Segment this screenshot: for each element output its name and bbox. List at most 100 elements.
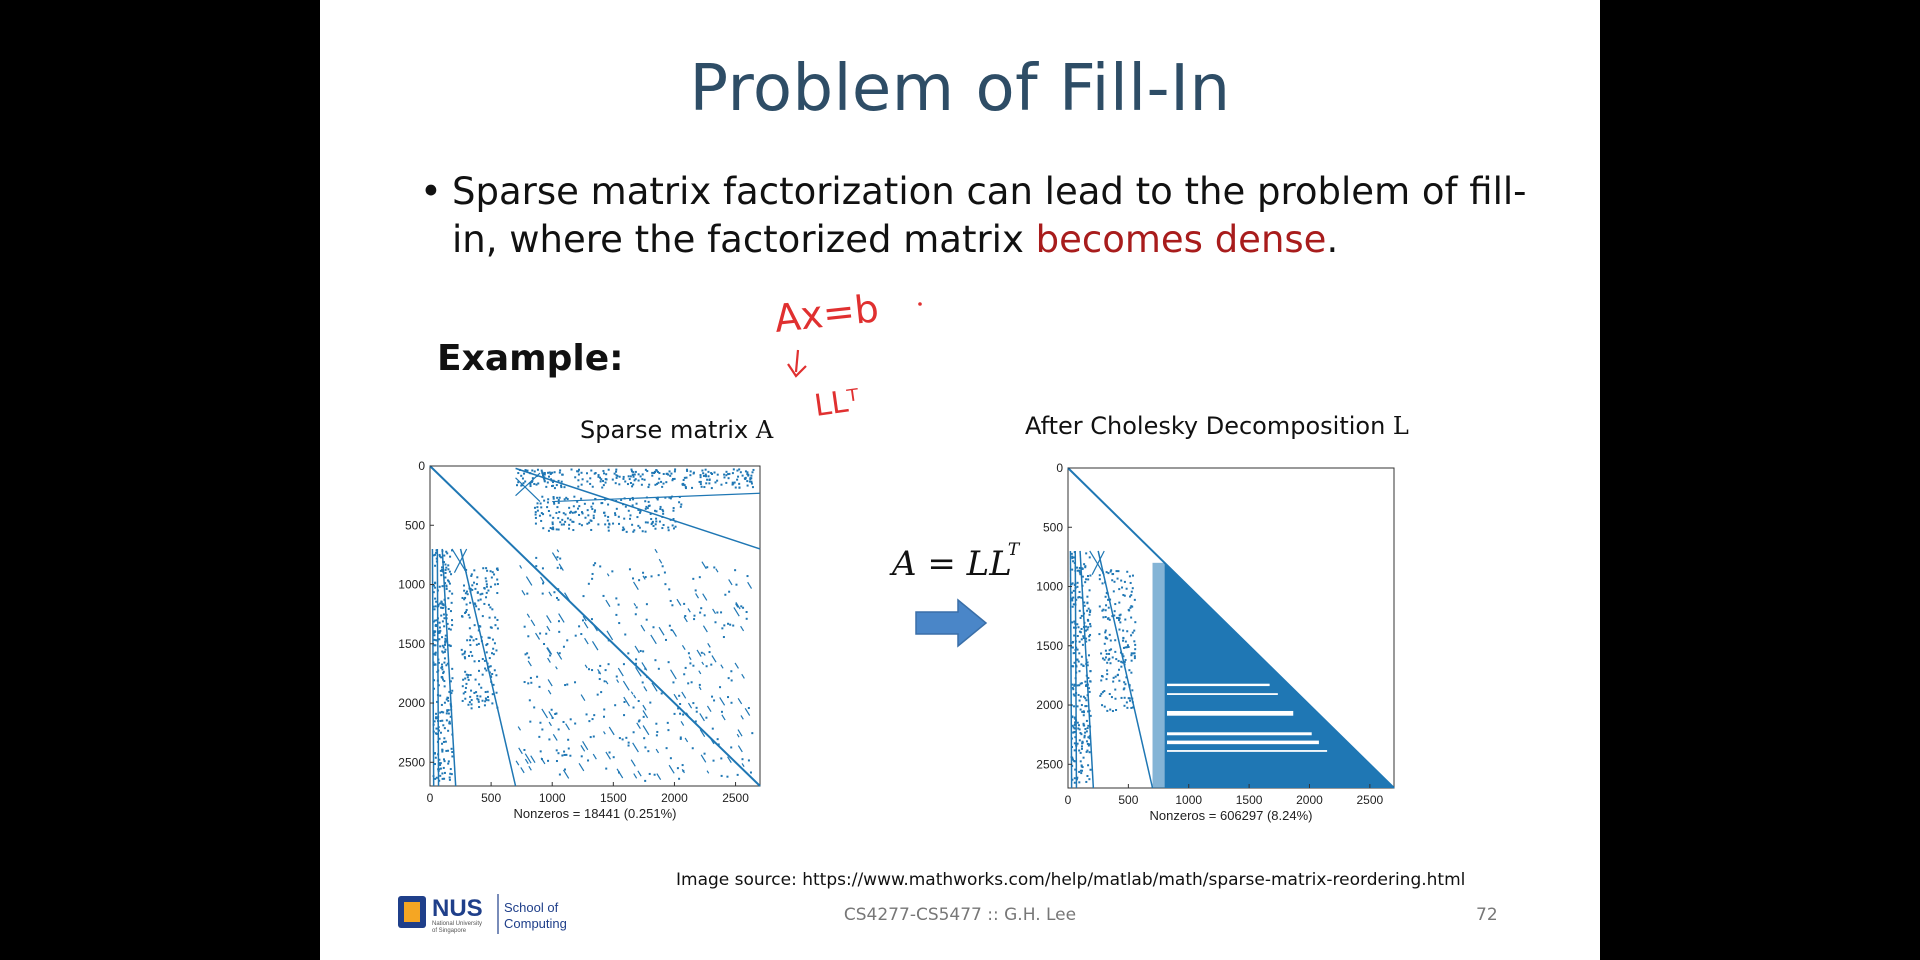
nonzero-point — [540, 512, 543, 515]
nonzero-point — [534, 516, 537, 519]
nonzero-point — [437, 632, 440, 635]
y-tick-label: 1000 — [1036, 580, 1063, 594]
nonzero-point — [522, 482, 525, 485]
nonzero-point — [1109, 662, 1112, 665]
nonzero-point — [657, 481, 660, 484]
nonzero-segment — [527, 660, 532, 667]
nonzero-point — [668, 624, 671, 627]
nonzero-point — [627, 652, 630, 655]
nonzero-point — [1084, 697, 1087, 700]
nonzero-point — [589, 519, 592, 522]
nonzero-point — [614, 482, 617, 485]
nonzero-point — [705, 482, 708, 485]
nonzero-point — [1106, 673, 1109, 676]
nonzero-point — [631, 504, 634, 507]
nonzero-point — [629, 517, 632, 520]
nonzero-point — [1083, 621, 1086, 624]
nonzero-point — [672, 681, 675, 684]
nonzero-point — [436, 670, 439, 673]
nonzero-point — [607, 526, 610, 529]
nonzero-point — [613, 472, 616, 475]
nonzero-point — [1070, 583, 1073, 586]
nonzero-point — [560, 523, 563, 526]
nonzero-point — [636, 516, 639, 519]
nonzero-point — [542, 513, 545, 516]
sparse-matrix-plot: 0 500 1000 1500 2000 250005001000150020002500… — [398, 459, 761, 821]
nonzero-point — [746, 484, 749, 487]
nonzero-segment — [606, 573, 610, 577]
nonzero-point — [1080, 747, 1083, 750]
nonzero-point — [558, 471, 561, 474]
nonzero-point — [524, 653, 527, 656]
nonzero-point — [1073, 742, 1076, 745]
nonzero-point — [467, 703, 470, 706]
nonzero-point — [551, 471, 554, 474]
nonzero-point — [701, 469, 704, 472]
nonzero-point — [1080, 682, 1083, 685]
nonzero-segment — [541, 708, 549, 719]
nonzero-point — [1072, 589, 1075, 592]
nonzero-point — [1077, 626, 1080, 629]
nonzero-segment — [547, 657, 551, 663]
nonzero-segment — [525, 576, 533, 586]
nonzero-point — [553, 471, 556, 474]
nonzero-point — [444, 634, 447, 637]
nonzero-point — [1073, 727, 1076, 730]
nonzero-point — [467, 674, 470, 677]
nonzero-point — [655, 469, 658, 472]
nonzero-point — [1118, 614, 1121, 617]
nonzero-point — [557, 499, 560, 502]
nonzero-point — [1116, 674, 1119, 677]
nonzero-point — [432, 653, 435, 656]
nonzero-segment — [698, 686, 702, 691]
nonzero-point — [558, 652, 561, 655]
nonzero-point — [603, 708, 606, 711]
nonzero-point — [711, 727, 714, 730]
nonzero-point — [654, 527, 657, 530]
nonzero-point — [563, 753, 566, 756]
nonzero-point — [684, 487, 687, 490]
nonzero-point — [434, 586, 437, 589]
nonzero-point — [730, 679, 733, 682]
nonzero-point — [639, 509, 642, 512]
nonzero-point — [1084, 565, 1087, 568]
nonzero-point — [1077, 693, 1080, 696]
nonzero-point — [1072, 731, 1075, 734]
nonzero-point — [471, 584, 474, 587]
nonzero-point — [631, 473, 634, 476]
nonzero-segment — [684, 737, 689, 743]
nonzero-point — [445, 712, 448, 715]
nonzero-point — [720, 710, 723, 713]
nonzero-point — [1075, 671, 1078, 674]
nonzero-segment — [515, 760, 520, 766]
nonzero-point — [481, 699, 484, 702]
nonzero-point — [678, 694, 681, 697]
nonzero-point — [739, 471, 742, 474]
nonzero-point — [569, 518, 572, 521]
nonzero-point — [480, 636, 483, 639]
nonzero-point — [654, 659, 657, 662]
nonzero-point — [1082, 756, 1085, 759]
nonzero-segment — [548, 711, 554, 718]
nonzero-point — [441, 620, 444, 623]
nonzero-point — [1102, 616, 1105, 619]
nonzero-point — [549, 654, 552, 657]
nonzero-point — [604, 481, 607, 484]
nonzero-point — [615, 613, 618, 616]
nonzero-point — [533, 706, 536, 709]
nonzero-point — [685, 468, 688, 471]
nonzero-point — [1098, 605, 1101, 608]
nonzero-point — [435, 557, 438, 560]
nonzero-point — [551, 485, 554, 488]
nonzero-point — [725, 470, 728, 473]
nonzero-point — [1089, 622, 1092, 625]
nonzero-point — [1073, 683, 1076, 686]
nonzero-point — [747, 474, 750, 477]
nonzero-point — [597, 475, 600, 478]
y-tick-label: 2500 — [398, 755, 425, 769]
nonzero-point — [1087, 724, 1090, 727]
nonzero-point — [451, 549, 454, 552]
nonzero-point — [489, 606, 492, 609]
page-number: 72 — [1476, 905, 1498, 925]
nonzero-point — [749, 771, 752, 774]
